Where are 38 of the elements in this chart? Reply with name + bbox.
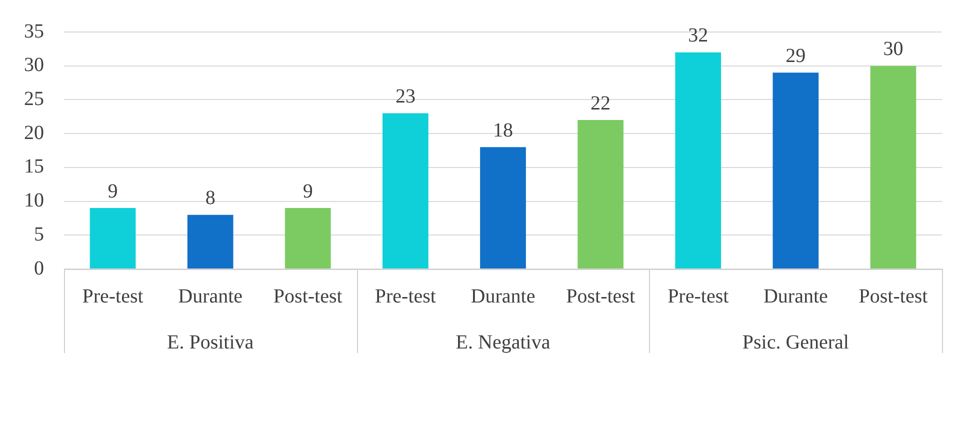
data-label: 23 (395, 86, 416, 108)
x-tick-label: E. Positiva (166, 331, 254, 354)
text: Post-test (566, 285, 636, 308)
bar (480, 147, 526, 268)
bar (675, 52, 722, 268)
y-tick-label: 0 (34, 257, 44, 280)
text: Post-test (858, 285, 928, 308)
bar (578, 120, 624, 268)
data-label: 30 (883, 38, 904, 60)
series-label: Post-test (273, 285, 343, 308)
text: Pre-test (82, 285, 144, 308)
y-tick-label: 20 (24, 122, 44, 144)
bar (382, 113, 428, 268)
y-tick-label: 5 (34, 223, 44, 246)
y-tick-label: 15 (24, 156, 44, 178)
text: Pre-test (374, 285, 436, 308)
bar (90, 208, 136, 268)
series-label: Pre-test (668, 285, 730, 308)
y-tick-label: 35 (24, 20, 44, 42)
data-label: 9 (302, 180, 313, 202)
text: Durante (763, 285, 828, 308)
y-tick-label: 10 (24, 190, 44, 212)
x-tick-label: E. Negativa (456, 331, 550, 354)
data-label: 8 (205, 187, 216, 210)
data-label: 29 (786, 44, 806, 67)
y-tick-label: 25 (24, 88, 44, 110)
data-label: 18 (493, 119, 513, 142)
data-label: 9 (108, 180, 118, 202)
bar (284, 208, 331, 268)
text: Durante (178, 285, 243, 308)
data-label: 32 (688, 24, 708, 47)
bar (772, 72, 819, 268)
series-label: Durante (470, 285, 536, 308)
bar (187, 214, 234, 268)
data-label: 22 (590, 92, 611, 114)
x-tick-label: Psic. General (742, 331, 850, 354)
y-tick-label: 30 (24, 54, 44, 76)
bar (870, 66, 916, 268)
